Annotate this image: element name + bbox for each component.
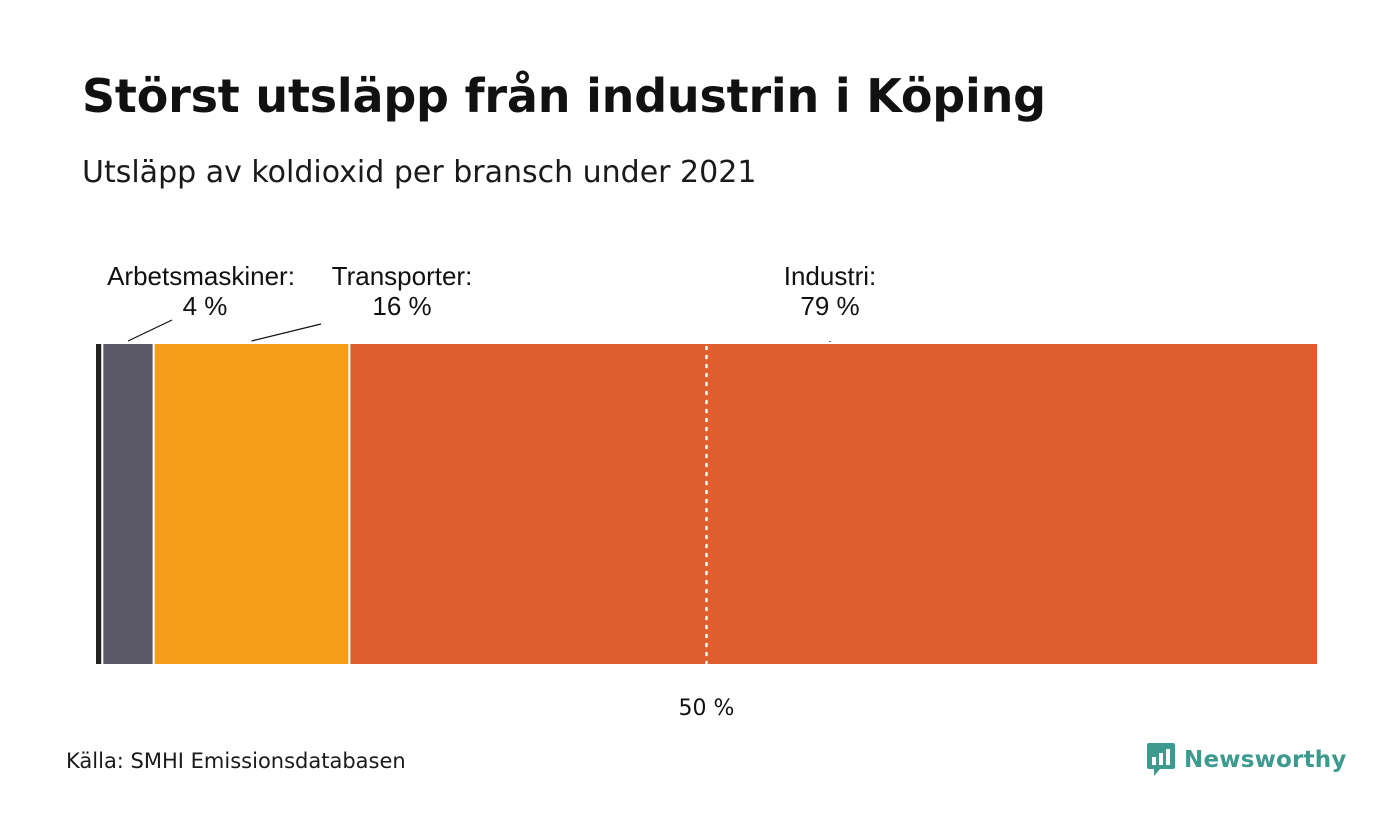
chart-subtitle: Utsläpp av koldioxid per bransch under 2… <box>82 155 757 190</box>
bar-segment-arbetsmaskiner <box>101 342 155 666</box>
reference-layer: 50 % <box>679 345 735 721</box>
bar-segment-industri <box>348 342 1320 666</box>
brand-name: Newsworthy <box>1184 747 1347 773</box>
chart-title: Störst utsläpp från industrin i Köping <box>82 69 1046 123</box>
leader-line-arbetsmaskiner <box>127 319 173 342</box>
bar-segment-transporter <box>152 342 351 666</box>
segment-value-label-industri: 79 % <box>800 291 859 321</box>
segment-value-label-transporter: 16 % <box>372 291 431 321</box>
segment-value-label-arbetsmaskiner: 4 % <box>183 291 228 321</box>
label-layer: Arbetsmaskiner:4 % Transporter:16 % Indust… <box>107 261 876 342</box>
bar-segment-other <box>94 342 104 666</box>
source-note: Källa: SMHI Emissionsdatabasen <box>66 749 406 773</box>
segment-label-industri: Industri: <box>784 261 877 291</box>
segment-label-arbetsmaskiner: Arbetsmaskiner: <box>107 261 295 291</box>
stacked-bar-chart: Arbetsmaskiner:4 % Transporter:16 % Indust… <box>94 261 1320 721</box>
brand-logo[interactable]: Newsworthy <box>1146 742 1347 778</box>
reference-line-label: 50 % <box>679 696 735 721</box>
newsworthy-logo-icon <box>1147 743 1175 776</box>
bar-layer <box>94 342 1320 666</box>
leader-line-transporter <box>251 323 322 342</box>
segment-label-transporter: Transporter: <box>332 261 473 291</box>
